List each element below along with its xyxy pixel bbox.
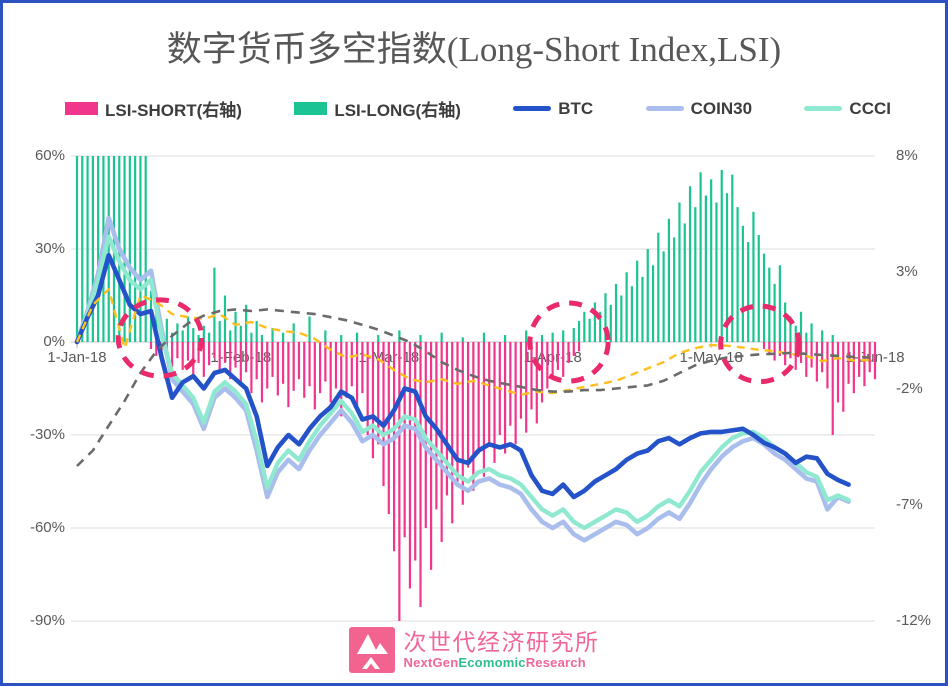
legend-swatch-lsi-short bbox=[65, 102, 98, 115]
legend-swatch-coin30 bbox=[645, 106, 684, 111]
legend: LSI-SHORT(右轴) LSI-LONG(右轴) BTC COIN30 CCCI bbox=[65, 96, 891, 121]
chart-canvas bbox=[71, 155, 877, 622]
legend-label-lsi-short: LSI-SHORT(右轴) bbox=[105, 101, 242, 120]
right-axis-tick: -7% bbox=[896, 495, 923, 513]
legend-swatch-ccci bbox=[804, 106, 843, 111]
company-name-en-segment: Research bbox=[525, 654, 586, 670]
highlight-circle-1 bbox=[115, 297, 205, 379]
company-name-zh: 次世代经济研究所 bbox=[403, 629, 600, 656]
highlight-circle-3 bbox=[718, 303, 802, 385]
company-name-en: NextGenEcomomicResearch bbox=[403, 654, 600, 671]
left-axis-tick: -60% bbox=[29, 519, 65, 536]
legend-swatch-lsi-long bbox=[294, 102, 328, 115]
legend-item-coin30: COIN30 bbox=[645, 98, 753, 119]
left-axis-tick: 30% bbox=[34, 240, 65, 257]
dashed-lsi-ma-yellow bbox=[75, 288, 870, 396]
left-axis-tick: -90% bbox=[29, 612, 65, 629]
left-axis-tick: 0% bbox=[43, 333, 65, 350]
legend-label-lsi-long: LSI-LONG(右轴) bbox=[334, 101, 461, 120]
right-axis-tick: -12% bbox=[896, 612, 932, 629]
right-axis-tick: 3% bbox=[896, 263, 918, 281]
legend-swatch-btc bbox=[513, 106, 552, 111]
legend-label-ccci: CCCI bbox=[849, 98, 891, 118]
dashed-lsi-ma-gray bbox=[76, 308, 870, 467]
footer-logo: 次世代经济研究所 NextGenEcomomicResearch bbox=[3, 627, 945, 673]
legend-item-btc: BTC bbox=[513, 99, 593, 119]
x-axis-label: 1-Jan-18 bbox=[47, 349, 107, 366]
line-series-ccci bbox=[74, 234, 851, 531]
right-axis-tick: -2% bbox=[896, 379, 923, 397]
chart-title: 数字货币多空指数(Long-Short Index,LSI) bbox=[166, 30, 782, 69]
legend-item-lsi-long: LSI-LONG(右轴) bbox=[294, 96, 461, 121]
left-axis-tick: 60% bbox=[34, 147, 65, 164]
line-series-btc bbox=[74, 252, 851, 500]
highlight-circle-2 bbox=[527, 300, 611, 384]
legend-label-coin30: COIN30 bbox=[690, 98, 753, 118]
company-name-en-segment: NextGen bbox=[403, 654, 459, 670]
right-axis-tick: 8% bbox=[896, 147, 918, 164]
company-name-en-segment: Ecomomic bbox=[458, 654, 526, 670]
legend-label-btc: BTC bbox=[558, 98, 594, 118]
company-logo-icon bbox=[348, 627, 395, 673]
legend-item-lsi-short: LSI-SHORT(右轴) bbox=[65, 96, 242, 121]
left-axis-tick: -30% bbox=[29, 426, 65, 443]
legend-item-ccci: CCCI bbox=[804, 99, 891, 119]
